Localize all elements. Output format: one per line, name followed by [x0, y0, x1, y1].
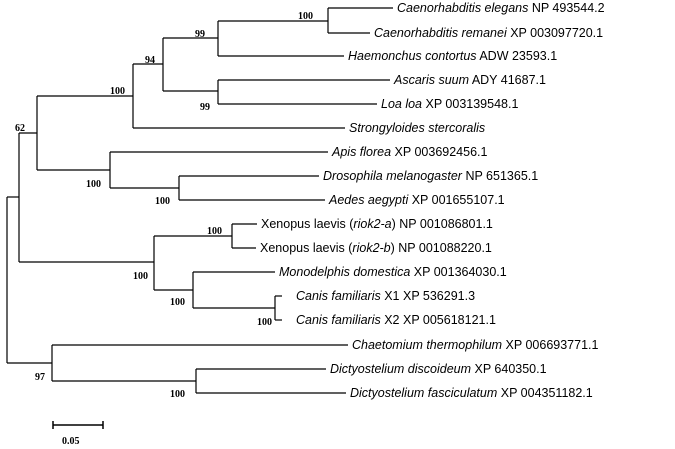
taxon-accession: ) NP 001086801.1	[392, 217, 493, 231]
taxon-accession: XP 001655107.1	[408, 193, 504, 207]
taxon-accession: ADW 23593.1	[477, 49, 558, 63]
taxon-gene: riok2-b	[352, 241, 390, 255]
taxon-species: Strongyloides stercoralis	[349, 121, 485, 135]
taxon-accession: ADY 41687.1	[469, 73, 546, 87]
taxon-accession: X2 XP 005618121.1	[381, 313, 496, 327]
taxon-accession: NP 651365.1	[462, 169, 538, 183]
taxon-species: Haemonchus contortus	[348, 49, 477, 63]
taxon-label: Ascaris suum ADY 41687.1	[393, 73, 546, 87]
taxon-label: Haemonchus contortus ADW 23593.1	[348, 49, 557, 63]
bootstrap-value: 99	[200, 102, 210, 113]
scale-bar-label: 0.05	[62, 436, 80, 447]
taxon-accession: X1 XP 536291.3	[381, 289, 475, 303]
tree-branches	[6, 7, 393, 394]
taxon-label: Xenopus laevis (riok2-b) NP 001088220.1	[260, 241, 492, 255]
taxon-labels: Caenorhabditis elegans NP 493544.2Caenor…	[260, 1, 605, 400]
taxon-label: Monodelphis domestica XP 001364030.1	[279, 265, 507, 279]
taxon-species: Loa loa	[381, 97, 422, 111]
scale-bar: 0.05	[52, 421, 104, 447]
taxon-species: Caenorhabditis elegans	[397, 1, 528, 15]
bootstrap-value: 99	[195, 29, 205, 40]
taxon-species: Apis florea	[331, 145, 391, 159]
taxon-accession: XP 004351182.1	[497, 386, 593, 400]
taxon-label: Chaetomium thermophilum XP 006693771.1	[352, 338, 598, 352]
taxon-accession: XP 003139548.1	[422, 97, 518, 111]
taxon-label: Canis familiaris X1 XP 536291.3	[296, 289, 475, 303]
taxon-accession: ) NP 001088220.1	[391, 241, 492, 255]
taxon-label: Canis familiaris X2 XP 005618121.1	[296, 313, 496, 327]
taxon-species: Dictyostelium fasciculatum	[350, 386, 497, 400]
taxon-gene: riok2-a	[353, 217, 391, 231]
taxon-species: Ascaris suum	[393, 73, 469, 87]
taxon-species: Chaetomium thermophilum	[352, 338, 502, 352]
taxon-label: Drosophila melanogaster NP 651365.1	[323, 169, 538, 183]
bootstrap-value: 94	[145, 55, 155, 66]
taxon-label: Dictyostelium fasciculatum XP 004351182.…	[350, 386, 593, 400]
taxon-label: Apis florea XP 003692456.1	[331, 145, 487, 159]
bootstrap-value: 100	[133, 271, 148, 282]
taxon-species: Canis familiaris	[296, 313, 381, 327]
taxon-label: Strongyloides stercoralis	[349, 121, 485, 135]
bootstrap-value: 100	[110, 86, 125, 97]
bootstrap-value: 100	[298, 11, 313, 22]
taxon-species: Aedes aegypti	[328, 193, 409, 207]
bootstrap-values: 100 99 94 99 100 62 100 100 100 100 100 100 97 100	[15, 11, 313, 400]
bootstrap-value: 100	[170, 297, 185, 308]
bootstrap-value: 100	[155, 196, 170, 207]
bootstrap-value: 100	[207, 226, 222, 237]
taxon-accession: XP 003097720.1	[507, 26, 603, 40]
taxon-label: Xenopus laevis (riok2-a) NP 001086801.1	[261, 217, 493, 231]
taxon-accession: XP 006693771.1	[502, 338, 598, 352]
bootstrap-value: 100	[257, 317, 272, 328]
taxon-species: Monodelphis domestica	[279, 265, 410, 279]
taxon-accession: XP 003692456.1	[391, 145, 487, 159]
bootstrap-value: 97	[35, 372, 45, 383]
taxon-species: Xenopus laevis (	[261, 217, 354, 231]
taxon-species: Dictyostelium discoideum	[330, 362, 471, 376]
taxon-label: Dictyostelium discoideum XP 640350.1	[330, 362, 547, 376]
bootstrap-value: 62	[15, 123, 25, 134]
taxon-species: Caenorhabditis remanei	[374, 26, 508, 40]
bootstrap-value: 100	[170, 389, 185, 400]
taxon-accession: XP 640350.1	[471, 362, 547, 376]
taxon-label: Caenorhabditis remanei XP 003097720.1	[374, 26, 603, 40]
taxon-label: Aedes aegypti XP 001655107.1	[328, 193, 505, 207]
taxon-accession: NP 493544.2	[528, 1, 604, 15]
taxon-species: Xenopus laevis (	[260, 241, 353, 255]
taxon-label: Loa loa XP 003139548.1	[381, 97, 518, 111]
taxon-species: Drosophila melanogaster	[323, 169, 463, 183]
taxon-accession: XP 001364030.1	[410, 265, 506, 279]
taxon-species: Canis familiaris	[296, 289, 381, 303]
taxon-label: Caenorhabditis elegans NP 493544.2	[397, 1, 605, 15]
bootstrap-value: 100	[86, 179, 101, 190]
